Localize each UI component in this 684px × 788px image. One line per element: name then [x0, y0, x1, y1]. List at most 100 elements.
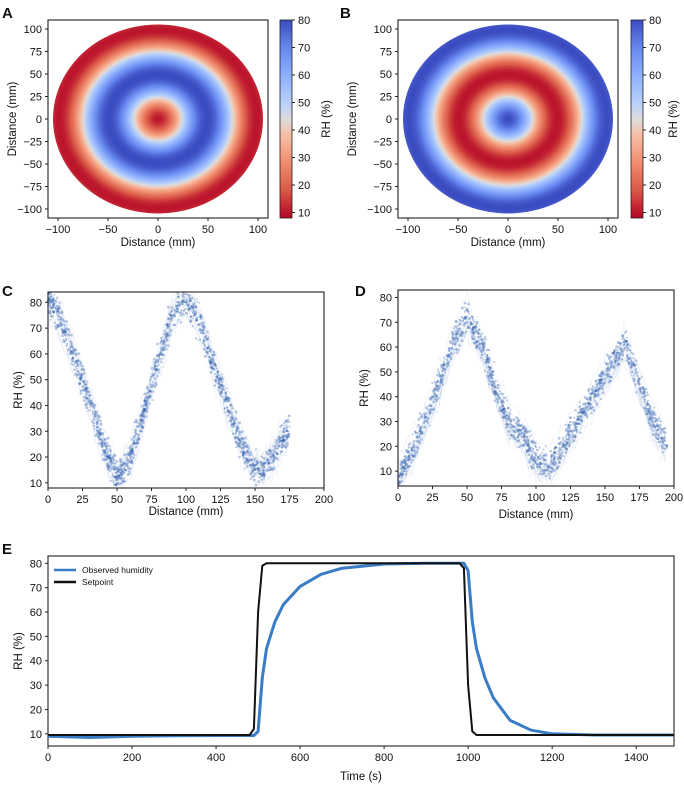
c-point — [109, 458, 112, 461]
c-point — [195, 319, 198, 322]
d-point — [583, 410, 586, 414]
c-point — [98, 437, 101, 441]
d-point — [489, 373, 492, 376]
d-point — [594, 394, 598, 397]
d-point — [523, 435, 527, 438]
e-ytick-label: 30 — [30, 680, 42, 692]
d-point — [418, 429, 422, 433]
d-point — [634, 383, 637, 386]
d-point — [594, 392, 597, 396]
d-point — [638, 383, 641, 386]
d-point — [473, 341, 477, 345]
d-point — [608, 379, 612, 383]
d-point — [467, 302, 470, 306]
d-point — [469, 322, 473, 325]
c-point — [270, 466, 273, 470]
c-point — [254, 463, 257, 467]
c-point — [199, 315, 203, 318]
d-point — [569, 416, 573, 419]
c-point — [159, 341, 162, 344]
c-point — [49, 299, 52, 302]
c-point — [239, 440, 243, 443]
d-point — [446, 362, 449, 365]
d-point — [544, 444, 547, 447]
c-point — [253, 478, 256, 481]
c-point — [103, 450, 107, 454]
c-point — [260, 463, 263, 467]
c-point — [107, 454, 110, 458]
d-point — [476, 335, 480, 339]
d-point — [574, 409, 577, 412]
c-point — [172, 312, 176, 316]
c-trajectory — [47, 294, 289, 478]
c-point — [280, 439, 284, 443]
d-point — [528, 447, 531, 451]
c-point — [191, 325, 194, 328]
c-point — [142, 412, 146, 416]
d-point — [587, 405, 590, 408]
c-point — [236, 424, 239, 427]
d-point — [634, 359, 638, 363]
c-point — [131, 450, 135, 454]
c-point — [229, 404, 232, 407]
c-point — [49, 306, 53, 310]
d-point — [401, 465, 404, 468]
d-point — [435, 398, 439, 402]
d-point — [485, 358, 488, 362]
c-point — [165, 331, 168, 334]
c-point — [275, 439, 279, 442]
d-point — [433, 388, 436, 391]
d-point — [562, 443, 566, 446]
c-point — [80, 379, 83, 382]
c-point — [161, 357, 164, 360]
c-point — [238, 455, 241, 459]
c-point — [227, 413, 230, 416]
d-xtick-label: 25 — [426, 492, 438, 504]
d-point — [656, 437, 659, 441]
d-point — [531, 449, 534, 453]
c-point — [256, 461, 259, 464]
d-point — [474, 325, 477, 328]
c-point — [144, 409, 147, 412]
c-point — [251, 468, 255, 472]
d-point — [407, 446, 410, 449]
c-point — [199, 313, 202, 316]
c-point — [130, 461, 133, 464]
d-point — [569, 421, 572, 424]
c-point — [144, 403, 148, 407]
d-point — [455, 337, 458, 340]
c-point — [75, 376, 78, 378]
d-point — [496, 399, 500, 402]
c-point — [79, 379, 82, 382]
d-point — [619, 352, 622, 355]
d-point — [504, 410, 508, 414]
d-point — [401, 460, 405, 464]
d-point — [488, 367, 492, 371]
d-point — [620, 358, 624, 361]
c-point — [134, 445, 138, 449]
c-point — [79, 363, 82, 365]
d-point — [466, 308, 469, 311]
c-point — [199, 328, 203, 332]
c-point — [215, 374, 219, 378]
c-point — [207, 346, 210, 349]
c-point — [145, 410, 149, 414]
d-point — [660, 427, 663, 431]
d-point — [528, 447, 532, 450]
d-point — [412, 442, 416, 446]
d-point — [418, 430, 421, 433]
d-point — [420, 430, 424, 434]
d-point — [546, 464, 550, 468]
c-point — [100, 443, 104, 447]
d-point — [452, 348, 455, 351]
d-point — [547, 465, 549, 468]
d-point — [448, 355, 452, 358]
c-point — [208, 360, 212, 364]
c-point — [113, 475, 117, 479]
d-point — [459, 322, 462, 325]
d-point — [471, 326, 475, 329]
c-point — [164, 343, 168, 347]
c-point — [119, 460, 122, 463]
d-point — [482, 348, 486, 351]
c-point — [120, 466, 123, 468]
